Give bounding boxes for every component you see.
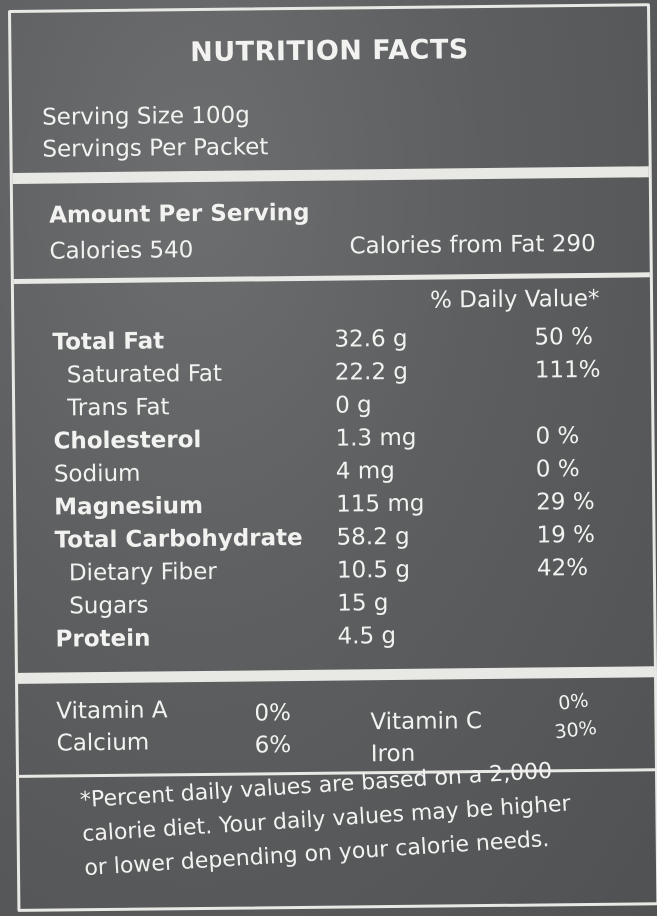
nutrient-amount: 32.6 g xyxy=(334,325,408,353)
panel-title: NUTRITION FACTS xyxy=(189,34,469,69)
medium-divider xyxy=(13,272,650,284)
divider xyxy=(11,70,648,77)
nutrient-daily-value: 29 % xyxy=(536,488,595,516)
calories: Calories 540 xyxy=(49,237,194,265)
nutrient-name: Magnesium xyxy=(54,492,204,521)
nutrient-amount: 22.2 g xyxy=(334,358,409,386)
nutrient-name: Sodium xyxy=(53,460,141,488)
nutrient-daily-value: 0 % xyxy=(535,456,580,483)
nutrient-amount: 4 mg xyxy=(335,457,395,485)
nutrient-name: Total Fat xyxy=(52,328,165,356)
nutrient-row: Protein 4.5 g xyxy=(17,620,653,660)
vitamin-a-label: Vitamin A xyxy=(56,697,168,725)
amount-per-serving: Amount Per Serving xyxy=(49,199,310,229)
nutrient-amount: 10.5 g xyxy=(336,556,411,584)
nutrient-daily-value: 19 % xyxy=(536,521,596,549)
iron-dv: 30% xyxy=(553,716,598,744)
nutrient-daily-value: 111% xyxy=(534,356,601,384)
nutrient-amount: 4.5 g xyxy=(337,622,397,650)
nutrient-amount: 1.3 mg xyxy=(335,424,417,452)
thick-divider xyxy=(17,666,655,684)
nutrient-daily-value: 50 % xyxy=(534,323,594,351)
nutrition-facts-panel: NUTRITION FACTS Serving Size 100g Servin… xyxy=(8,3,657,912)
footnote: *Percent daily values are based on a 2,0… xyxy=(79,750,624,886)
daily-value-header: % Daily Value* xyxy=(429,285,600,314)
nutrient-name: Protein xyxy=(55,625,151,653)
nutrient-name: Trans Fat xyxy=(67,394,170,422)
nutrient-name: Dietary Fiber xyxy=(68,558,217,587)
nutrient-amount: 115 mg xyxy=(336,490,425,518)
nutrient-name: Cholesterol xyxy=(53,426,202,455)
vitamin-c-dv: 0% xyxy=(557,689,590,715)
vitamin-c-label: Vitamin C xyxy=(370,708,483,736)
vitamin-a-dv: 0% xyxy=(254,700,292,727)
nutrient-amount: 0 g xyxy=(335,392,372,419)
nutrient-name: Total Carbohydrate xyxy=(54,524,303,554)
serving-size: Serving Size 100g xyxy=(41,102,250,131)
nutrient-name: Saturated Fat xyxy=(66,360,223,389)
nutrient-daily-value: 42% xyxy=(536,554,589,582)
calories-from-fat: Calories from Fat 290 xyxy=(349,230,596,260)
nutrient-amount: 15 g xyxy=(337,590,389,617)
thick-divider xyxy=(12,166,649,184)
calcium-label: Calcium xyxy=(56,729,150,757)
nutrient-name: Sugars xyxy=(69,592,149,620)
nutrient-daily-value: 0 % xyxy=(535,423,580,450)
calcium-dv: 6% xyxy=(254,732,292,759)
nutrient-amount: 58.2 g xyxy=(336,523,410,551)
servings-per-packet: Servings Per Packet xyxy=(42,134,269,163)
